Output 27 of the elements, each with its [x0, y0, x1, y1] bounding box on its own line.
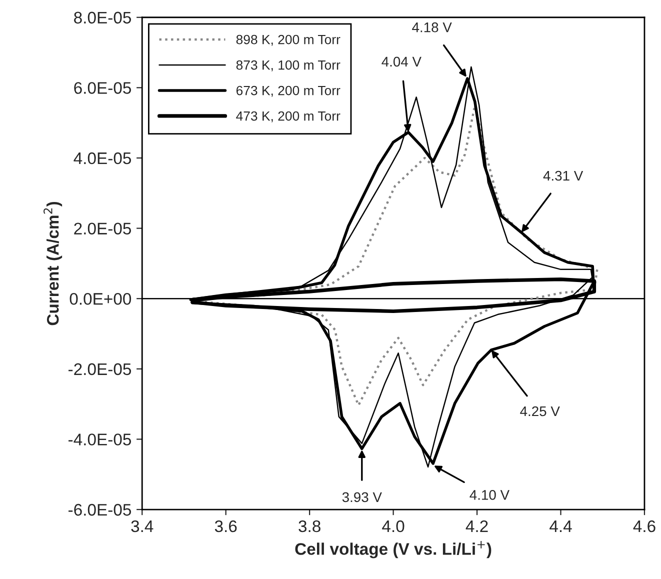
y-axis-title: Current (A/cm$^{2}$)	[44, 202, 62, 326]
x-tick-label: 4.2	[466, 520, 488, 532]
annotation: 3.93 V	[342, 492, 382, 502]
y-tick-label: 6.0E-05	[74, 82, 132, 94]
y-tick-label: 8.0E-05	[74, 12, 132, 24]
annotation: 4.31 V	[543, 170, 584, 181]
legend-label: 473 K, 200 m Torr	[236, 111, 340, 122]
legend-label: 673 K, 200 m Torr	[236, 86, 340, 97]
x-tick-label: 3.6	[214, 520, 237, 532]
x-tick-label: 3.8	[298, 520, 320, 532]
legend-label: 873 K, 100 m Torr	[236, 60, 340, 72]
annotation: 4.25 V	[520, 406, 560, 416]
x-tick-label: 4.4	[550, 520, 572, 532]
x-tick-label: 4.6	[633, 520, 656, 532]
annotation: 4.18 V	[412, 22, 452, 32]
x-tick-label: 4.0	[382, 520, 404, 532]
legend-label: 898 K, 200 m Torr	[236, 34, 340, 46]
y-tick-label: 4.0E-05	[74, 152, 132, 164]
y-tick-label: -6.0E-05	[68, 504, 132, 516]
y-tick-label: -4.0E-05	[68, 434, 132, 446]
x-axis-title: Cell voltage (V vs. Li/Li$^{+}$)	[295, 541, 492, 558]
y-tick-label: -2.0E-05	[68, 363, 132, 376]
y-tick-label: 2.0E-05	[74, 222, 132, 234]
x-tick-label: 3.4	[131, 520, 154, 532]
annotation: 4.10 V	[470, 490, 510, 500]
annotation: 4.04 V	[382, 56, 422, 67]
y-tick-label: 0.0E+00	[70, 293, 132, 305]
